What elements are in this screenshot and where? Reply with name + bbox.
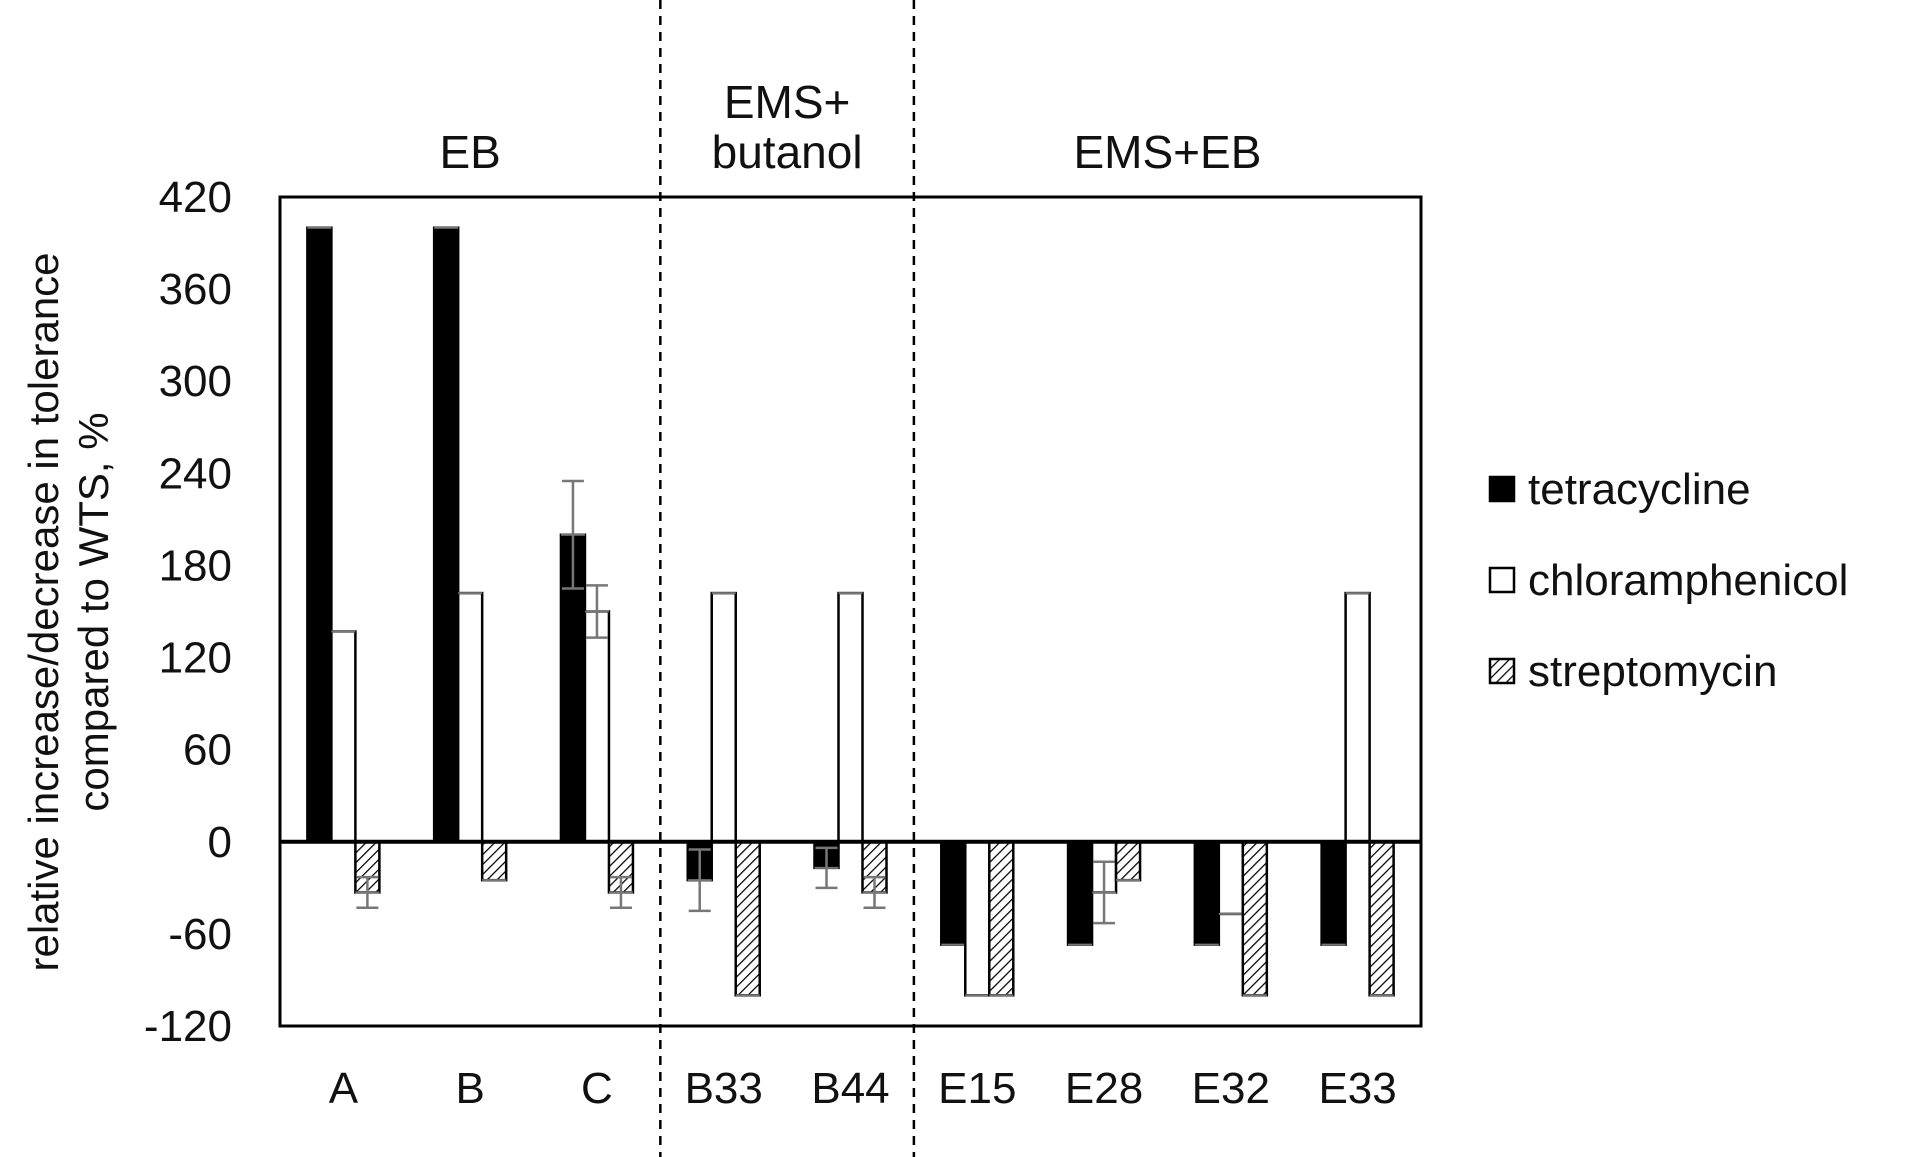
x-tick-label-b44: B44 [811,1064,889,1113]
bar-streptomycin-b33 [734,840,761,997]
legend-item-tetracycline: tetracycline [1488,465,1751,514]
legend-label-chloramphenicol: chloramphenicol [1528,556,1848,605]
y-axis-label-line-1: relative increase/decrease in tolerance [20,252,67,971]
x-tick-label-a: A [329,1064,359,1113]
legend-label-streptomycin: streptomycin [1528,647,1777,696]
y-tick-label-minus-120: -120 [144,1002,232,1051]
group-label-ems-eb-line-1: EMS+EB [1073,126,1261,178]
error-bar-tetracycline-b33 [688,848,711,913]
legend-item-streptomycin: streptomycin [1488,647,1777,696]
y-tick-label-420: 420 [159,173,232,222]
bar-chloramphenicol-e33 [1344,591,1371,844]
bar-tetracycline-e28 [1066,840,1094,946]
group-label-ems-butanol-line-2: butanol [712,126,863,178]
plot-frame [278,195,1423,1028]
bar-tetracycline-e33 [1320,840,1347,946]
error-bar-chloramphenicol-c [585,584,608,639]
error-bar-streptomycin-a [356,875,379,910]
bar-chloramphenicol-a [330,630,357,844]
legend: tetracycline chloramphenicol streptomycin [1488,465,1848,696]
x-tick-label-c: C [581,1064,613,1113]
legend-label-tetracycline: tetracycline [1528,465,1751,514]
bar-streptomycin-b [480,840,508,882]
bar-chloramphenicol-e32 [1217,840,1245,916]
legend-swatch-streptomycin [1488,657,1516,685]
error-bar-streptomycin-b44 [863,875,886,910]
legend-swatch-tetracycline [1488,475,1516,503]
bar-tetracycline-e32 [1193,840,1221,946]
bar-chloramphenicol-b33 [710,591,737,844]
error-bar-streptomycin-c [609,875,632,910]
legend-swatch-chloramphenicol [1488,566,1516,594]
bar-tetracycline-b [432,226,460,844]
error-bar-chloramphenicol-e28 [1093,860,1116,925]
group-label-eb-line-1: EB [439,126,500,178]
plot-area: EB EMS+butanol EMS+EB 420 360 300 240 180 120 60 0… [20,0,1423,1157]
bar-chloramphenicol-c [583,610,611,844]
bar-chloramphenicol-b [456,591,484,844]
bar-streptomycin-e28 [1114,840,1142,882]
y-tick-label-360: 360 [159,265,232,314]
x-tick-label-e28: E28 [1065,1064,1143,1113]
bar-streptomycin-e15 [988,840,1015,997]
y-tick-label-120: 120 [159,634,232,683]
x-tick-label-e32: E32 [1192,1064,1270,1113]
y-tick-label-300: 300 [159,357,232,406]
y-tick-label-minus-60: -60 [168,910,232,959]
x-tick-label-e33: E33 [1318,1064,1396,1113]
y-axis-label-line-2: compared to WTS, % [70,412,117,811]
y-tick-label-180: 180 [159,541,232,590]
error-bar-tetracycline-c [561,479,584,590]
bar-tetracycline-a [306,226,333,844]
bar-chloramphenicol-b44 [837,591,864,844]
x-tick-label-b33: B33 [685,1064,763,1113]
x-tick-label-b: B [455,1064,484,1113]
x-tick-label-e15: E15 [938,1064,1016,1113]
y-tick-label-240: 240 [159,449,232,498]
y-tick-label-0: 0 [208,818,232,867]
error-bar-tetracycline-b44 [815,846,838,890]
bar-streptomycin-e33 [1368,840,1395,997]
bar-chloramphenicol-e15 [964,840,991,997]
bar-streptomycin-e32 [1241,840,1269,997]
legend-item-chloramphenicol: chloramphenicol [1488,556,1848,605]
y-axis-label: relative increase/decrease in tolerance c… [20,252,117,971]
bar-tetracycline-e15 [940,840,967,946]
y-tick-label-60: 60 [183,726,232,775]
group-label-ems-butanol-line-1: EMS+ [724,76,851,128]
